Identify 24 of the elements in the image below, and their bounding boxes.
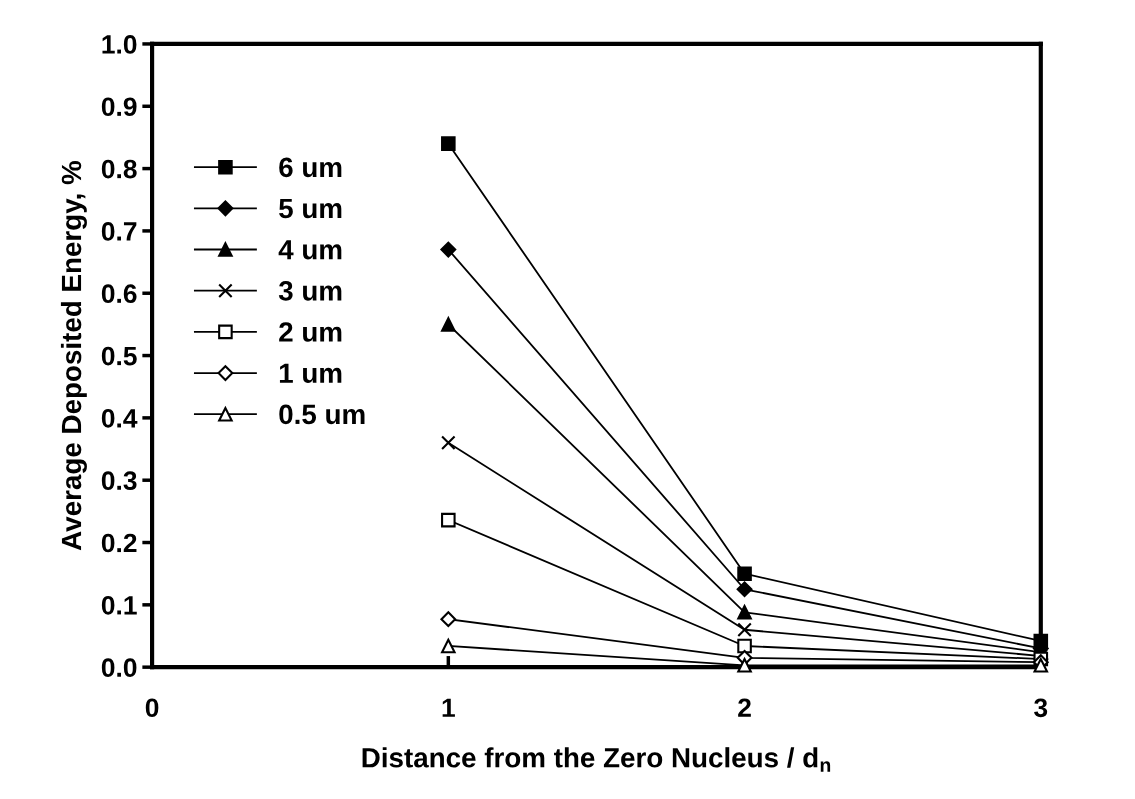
legend-label: 0.5 um bbox=[279, 404, 365, 425]
y-tick-label: 0.4 bbox=[101, 409, 138, 428]
y-tick-label: 0.6 bbox=[101, 284, 137, 304]
y-tick-label: 0.8 bbox=[101, 159, 137, 179]
y-tick-label: 0.1 bbox=[101, 595, 137, 615]
x-tick-label: 1 bbox=[442, 698, 455, 717]
legend-label: 4 um bbox=[278, 240, 342, 260]
y-tick-label: 0.7 bbox=[101, 222, 137, 241]
x-tick-label: 3 bbox=[1034, 698, 1048, 718]
legend-label: 2 um bbox=[279, 322, 342, 342]
x-tick-label: 2 bbox=[738, 698, 751, 717]
y-tick-label: 0.3 bbox=[101, 471, 137, 491]
x-tick-label: 0 bbox=[145, 698, 159, 718]
legend-label: 5 um bbox=[279, 198, 342, 219]
y-tick-label: 0.5 bbox=[101, 346, 137, 366]
y-tick-label: 0.0 bbox=[101, 658, 137, 677]
legend-label: 6 um bbox=[279, 157, 342, 178]
y-tick-label: 0.9 bbox=[101, 97, 137, 117]
y-axis-title: Average Deposited Energy, % bbox=[60, 161, 87, 551]
x-axis-title: Distance from the Zero Nucleus / d$_{n}$ bbox=[362, 747, 831, 772]
y-tick-label: 0.2 bbox=[101, 533, 137, 553]
legend-label: 1 um bbox=[279, 363, 342, 384]
y-tick-label: 1.0 bbox=[102, 35, 137, 54]
legend-label: 3 um bbox=[278, 281, 342, 301]
